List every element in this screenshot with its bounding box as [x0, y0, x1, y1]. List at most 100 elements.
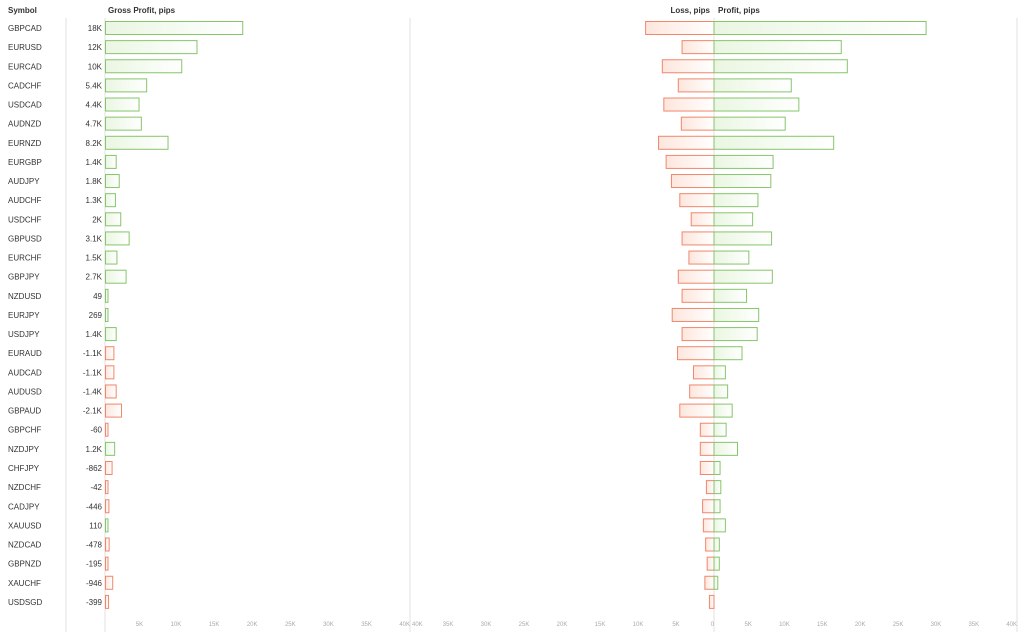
profit-axis-tick-label: 30K [931, 622, 942, 628]
profit-axis-tick-label: 10K [779, 622, 790, 628]
gross-profit-value: 110 [89, 521, 102, 530]
loss-bar [665, 154, 715, 169]
profit-bar [713, 441, 738, 456]
profit-bar [713, 78, 792, 93]
loss-axis-tick-label: 10K [633, 622, 644, 628]
symbol-label: CHFJPY [8, 464, 40, 473]
gross-axis-tick-label: 40K [399, 622, 410, 628]
gross-profit-value: 1.3K [86, 196, 103, 205]
profit-bar [713, 365, 726, 380]
table-row: USDCHF 2K [8, 212, 754, 227]
loss-bar [702, 518, 715, 533]
loss-bar [689, 384, 715, 399]
gross-profit-value: -399 [86, 598, 103, 607]
table-row: EURUSD 12K [8, 40, 842, 55]
header-profit: Profit, pips [718, 6, 760, 15]
loss-bar [661, 59, 715, 74]
profit-axis-tick-label: 20K [855, 622, 866, 628]
table-row: EURNZD 8.2K [8, 135, 835, 150]
profit-bar [713, 575, 719, 590]
gross-profit-value: -2.1K [83, 407, 103, 416]
symbol-label: AUDCAD [8, 368, 42, 377]
profit-bar [713, 422, 727, 437]
profit-bar [713, 174, 772, 189]
loss-bar [677, 78, 715, 93]
symbol-label: GBPNZD [8, 560, 42, 569]
profit-bar [713, 193, 759, 208]
loss-bar [677, 269, 715, 284]
table-row: CADJPY -446 [8, 499, 721, 514]
gross-profit-value: -42 [90, 483, 102, 492]
loss-bar [681, 231, 715, 246]
loss-bar [705, 537, 715, 552]
gross-profit-bar [105, 59, 183, 74]
header-gross-profit: Gross Profit, pips [108, 6, 176, 15]
table-row: GBPNZD -195 [8, 556, 720, 571]
gross-profit-value: 8.2K [86, 139, 103, 148]
profit-bar [713, 518, 726, 533]
table-row: EURGBP 1.4K [8, 154, 774, 169]
profit-bar [713, 288, 748, 303]
header-symbol: Symbol [8, 6, 37, 15]
loss-axis-tick-label: 15K [595, 622, 606, 628]
table-row: GBPCAD 18K [8, 21, 927, 35]
table-row: NZDUSD 49 [8, 288, 748, 303]
table-row: NZDJPY 1.2K [8, 441, 738, 456]
table-row: XAUUSD 110 [8, 518, 726, 533]
gross-axis-tick-label: 10K [171, 622, 182, 628]
gross-profit-bar [105, 250, 118, 265]
gross-profit-bar [105, 346, 115, 361]
table-row: EURJPY 269 [8, 307, 760, 322]
gross-axis-tick-label: 5K [136, 622, 143, 628]
gross-profit-bar [105, 193, 116, 208]
table-row: EURCAD 10K [8, 59, 848, 74]
profit-bar [713, 21, 927, 35]
gross-profit-bar [105, 556, 109, 571]
gross-profit-value: 10K [88, 62, 103, 71]
table-row: GBPJPY 2.7K [8, 269, 773, 284]
loss-axis-tick-label: 20K [557, 622, 568, 628]
table-row: USDSGD -399 [8, 594, 715, 609]
loss-bar [708, 594, 715, 609]
table-row: AUDCAD -1.1K [8, 365, 726, 380]
symbol-label: EURCAD [8, 62, 42, 71]
gross-profit-value: 12K [88, 43, 103, 52]
loss-axis-tick-label: 30K [481, 622, 492, 628]
symbol-label: GBPAUD [8, 407, 41, 416]
symbol-label: USDCHF [8, 215, 41, 224]
profit-bar [713, 40, 842, 55]
gross-profit-value: 2.7K [86, 273, 103, 282]
loss-bar [705, 480, 715, 495]
profit-axis-tick-label: 5K [745, 622, 752, 628]
gross-profit-value: 1.4K [86, 330, 103, 339]
gross-profit-bar [105, 135, 169, 150]
table-row: GBPAUD -2.1K [8, 403, 733, 418]
gross-axis-tick-label: 20K [247, 622, 258, 628]
gross-profit-value: 1.5K [86, 254, 103, 263]
loss-bar [690, 212, 715, 227]
loss-bar [679, 193, 715, 208]
profit-bar [713, 250, 750, 265]
symbol-label: EURGBP [8, 158, 42, 167]
gross-profit-bar [105, 480, 109, 495]
symbol-label: AUDJPY [8, 177, 40, 186]
gross-profit-bar [105, 21, 244, 35]
loss-bar [699, 422, 715, 437]
gross-profit-bar [105, 78, 148, 93]
axis-ticks: 5K 10K 15K 20K 25K 30K 35K 40K 40K 35K 30K 25K 20K 15… [136, 622, 1017, 628]
gross-profit-value: -1.1K [83, 349, 103, 358]
profit-bar [713, 307, 760, 322]
gross-profit-bar [105, 288, 109, 303]
chart-rows: GBPCAD 18K EURUSD 12K EURCAD 10K CADCHF 5.4K USD… [8, 21, 927, 609]
gross-profit-bar [105, 575, 114, 590]
symbol-label: XAUUSD [8, 521, 42, 530]
table-row: GBPUSD 3.1K [8, 231, 773, 246]
profit-bar [713, 346, 743, 361]
symbol-label: EURUSD [8, 43, 42, 52]
loss-bar [681, 288, 715, 303]
symbol-label: NZDCHF [8, 483, 41, 492]
table-row: CADCHF 5.4K [8, 78, 792, 93]
gross-profit-bar [105, 422, 109, 437]
gross-profit-bar [105, 116, 142, 131]
